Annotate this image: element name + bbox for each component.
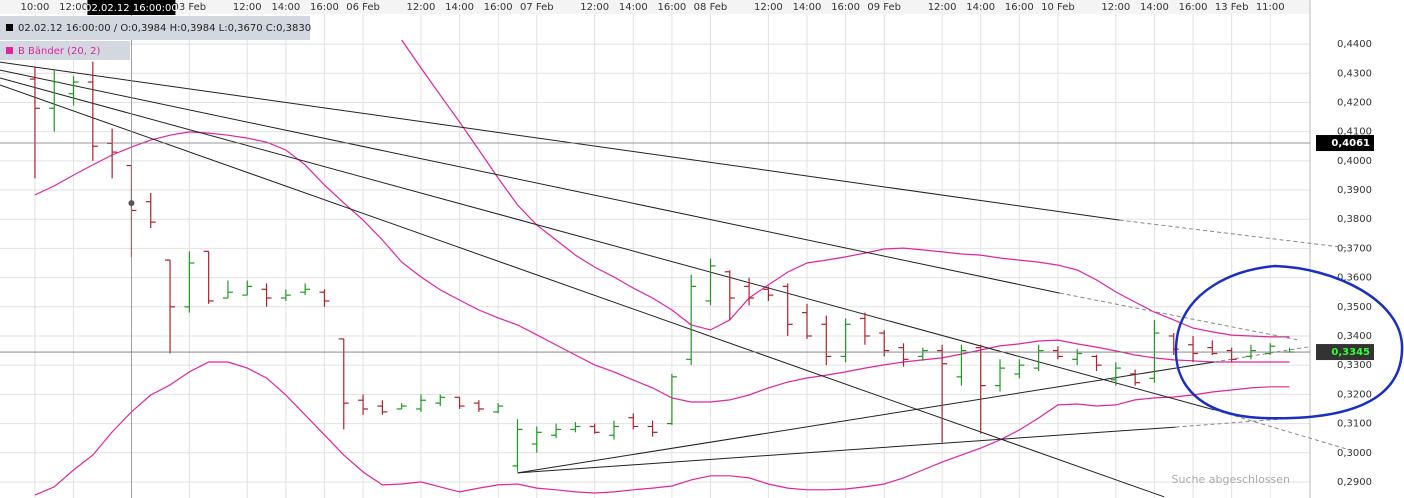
- x-tick-label: 12:00: [754, 2, 783, 13]
- bands: [34, 39, 1290, 496]
- x-tick-label: 12:00: [233, 2, 262, 13]
- trendline: [0, 69, 1060, 294]
- trendline-extension: [1059, 292, 1300, 341]
- x-tick-label: 07 Feb: [520, 2, 554, 13]
- y-tick-label: 0,4000: [1337, 156, 1372, 167]
- y-tick-label: 0,3600: [1337, 273, 1372, 284]
- x-tick-label: 14:00: [966, 2, 995, 13]
- x-tick-label: 16:00: [310, 2, 339, 13]
- info-box: [0, 16, 310, 40]
- trendline: [0, 61, 1120, 221]
- trendline: [517, 361, 1215, 474]
- crosshair-dot: [128, 200, 135, 207]
- trendline: [0, 84, 1165, 498]
- grid: 0,4400 0,4300 0,4200 0,4100 0,4000 0,3900 0,38…: [0, 0, 1372, 498]
- y-tick-label: 0,3200: [1337, 389, 1372, 400]
- x-tick-label: 14:00: [445, 2, 474, 13]
- x-tick-label: 12:00: [59, 2, 88, 13]
- crosshair-label: 02.02.12 16:00:00: [85, 3, 178, 14]
- price-marker-label: 0,4061: [1331, 138, 1370, 149]
- x-tick-label: 10 Feb: [1041, 2, 1075, 13]
- y-tick-label: 0,3700: [1337, 243, 1372, 254]
- trendline-extension: [1119, 219, 1350, 249]
- bars: [29, 61, 1295, 472]
- y-tick-label: 0,4400: [1337, 39, 1372, 50]
- crosshair-label-box: [87, 0, 176, 15]
- top-panel: 02.02.12 16:00:00 / O:0,3984 H:0,3984 L:…: [0, 0, 311, 60]
- x-tick-label: 12:00: [580, 2, 609, 13]
- x-tick-label: 14:00: [271, 2, 300, 13]
- x-tick-label: 09 Feb: [867, 2, 901, 13]
- y-tick-label: 0,3400: [1337, 331, 1372, 342]
- trendline-extension: [1214, 409, 1350, 451]
- trendline-extension: [1214, 346, 1311, 363]
- top-axis-band: [0, 0, 1310, 14]
- y-tick-label: 0,3000: [1337, 448, 1372, 459]
- price-marker-label: 0,3345: [1331, 347, 1370, 358]
- x-tick-label: 11:00: [1256, 2, 1285, 13]
- trendline: [0, 77, 1215, 411]
- legend-box: [0, 41, 130, 60]
- legend-label: B Bänder (20, 2): [18, 46, 101, 57]
- hand-drawn-circle: [1174, 264, 1404, 420]
- x-tick-label: 16:00: [831, 2, 860, 13]
- x-tick-label: 14:00: [619, 2, 648, 13]
- x-tick-label: 10:00: [21, 2, 50, 13]
- legend-swatch: [6, 47, 13, 54]
- y-tick-label: 0,2900: [1337, 477, 1372, 488]
- y-tick-label: 0,3800: [1337, 214, 1372, 225]
- x-tick-label: 12:00: [1101, 2, 1130, 13]
- x-tick-label: 16:00: [484, 2, 513, 13]
- x-tick-label: 08 Feb: [694, 2, 728, 13]
- y-tick-label: 0,4200: [1337, 97, 1372, 108]
- status-text: Suche abgeschlossen: [1172, 473, 1290, 486]
- x-tick-label: 14:00: [793, 2, 822, 13]
- y-tick-label: 0,3300: [1337, 360, 1372, 371]
- x-tick-label: 16:00: [1179, 2, 1208, 13]
- x-tick-label: 16:00: [1005, 2, 1034, 13]
- overlay: 0,4061 0,3345: [0, 14, 1374, 498]
- x-tick-label: 13 Feb: [1215, 2, 1249, 13]
- x-tick-label: 06 Feb: [346, 2, 380, 13]
- x-tick-label: 12:00: [407, 2, 436, 13]
- x-tick-label: 12:00: [928, 2, 957, 13]
- y-tick-label: 0,4100: [1337, 127, 1372, 138]
- info-text: 02.02.12 16:00:00 / O:0,3984 H:0,3984 L:…: [18, 23, 311, 34]
- y-tick-label: 0,3900: [1337, 185, 1372, 196]
- price-marker-box: [1316, 135, 1374, 152]
- trendlines: [0, 61, 1350, 498]
- info-icon: [6, 24, 13, 31]
- y-tick-label: 0,4300: [1337, 68, 1372, 79]
- x-tick-label: 16:00: [657, 2, 686, 13]
- trendline: [517, 426, 1176, 474]
- band-lower: [34, 361, 1290, 496]
- price-marker-box: [1316, 344, 1374, 361]
- x-tick-label: 14:00: [1140, 2, 1169, 13]
- band-upper: [401, 39, 1290, 338]
- y-tick-label: 0,3100: [1337, 419, 1372, 430]
- x-tick-label: 03 Feb: [173, 2, 207, 13]
- band-middle: [34, 131, 1290, 403]
- y-tick-label: 0,3500: [1337, 302, 1372, 313]
